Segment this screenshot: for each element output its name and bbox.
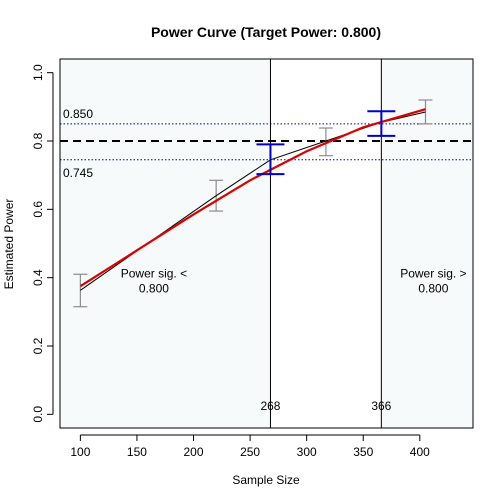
x-tick-label: 100 xyxy=(70,445,90,459)
region-label-2-line-2: 0.800 xyxy=(418,282,448,296)
region-label-1-line-1: Power sig. < xyxy=(121,267,187,281)
y-tick-label: 0.8 xyxy=(31,132,45,149)
band-lower-label: 0.745 xyxy=(63,166,93,180)
error-bar-blue-2 xyxy=(367,110,396,137)
x-tick-label: 300 xyxy=(297,445,317,459)
region-label-2-line-1: Power sig. > xyxy=(400,267,466,281)
error-bar-gray-4 xyxy=(418,99,433,125)
y-tick-label: 0.6 xyxy=(31,201,45,218)
chart-title: Power Curve (Target Power: 0.800) xyxy=(151,24,381,40)
y-tick-label: 0.0 xyxy=(31,406,45,423)
shade-region-right xyxy=(381,59,473,428)
vertical-marker-label-1: 268 xyxy=(260,399,280,413)
shade-region-left xyxy=(60,59,271,428)
vertical-marker-label-2: 366 xyxy=(371,399,391,413)
x-tick-label: 350 xyxy=(353,445,373,459)
error-bar-blue-1 xyxy=(256,143,285,176)
y-axis-label: Estimated Power xyxy=(2,199,16,290)
y-tick-label: 1.0 xyxy=(31,64,45,81)
band-upper-label: 0.850 xyxy=(63,107,93,121)
series-line-fit xyxy=(79,108,426,288)
x-axis-label: Sample Size xyxy=(232,473,300,487)
error-bar-gray-1 xyxy=(73,273,88,308)
y-tick-label: 0.2 xyxy=(31,337,45,354)
x-tick-label: 150 xyxy=(127,445,147,459)
y-tick-label: 0.4 xyxy=(31,269,45,286)
x-tick-label: 200 xyxy=(184,445,204,459)
x-tick-label: 250 xyxy=(240,445,260,459)
error-bar-gray-3 xyxy=(318,127,333,157)
plot-frame xyxy=(59,58,474,429)
x-tick-label: 400 xyxy=(410,445,430,459)
region-label-1-line-2: 0.800 xyxy=(139,282,169,296)
